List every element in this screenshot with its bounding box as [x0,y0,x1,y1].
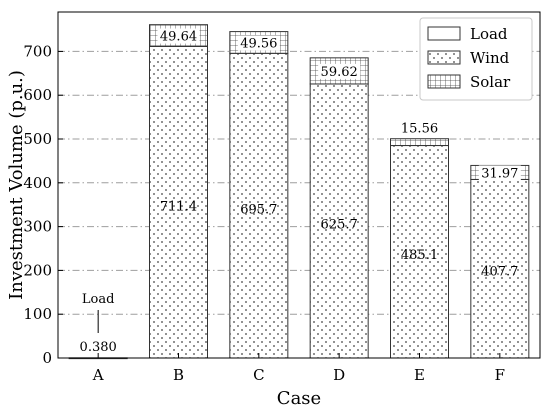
wind-value-label: 695.7 [240,203,277,218]
x-tick-label: E [414,366,425,384]
legend-label-load: Load [470,25,508,43]
x-tick-label: F [495,366,505,384]
solar-label-backdrop [237,35,280,51]
x-axis-title: Case [277,388,321,409]
load-annotation-label: Load [82,292,115,307]
solar-value-label: 15.56 [401,122,438,137]
solar-value-label: 49.56 [240,36,277,51]
y-tick-label: 400 [23,174,52,192]
bar-solar-e [390,138,449,147]
solar-value-label: 49.64 [160,30,197,45]
legend-label-solar: Solar [470,73,511,91]
legend-swatch-wind [427,50,461,65]
legend-label-wind: Wind [470,49,510,67]
bar-wind-b [149,45,208,359]
x-tick-label: A [92,366,104,384]
y-tick-label: 500 [23,130,52,148]
bar-wind-c [229,52,289,359]
solar-label-backdrop [157,28,200,44]
x-tick-label: B [173,366,184,384]
legend-swatch-load [427,26,461,41]
wind-value-label: 625.7 [321,218,358,233]
wind-value-label: 485.1 [401,248,438,263]
y-tick-label: 700 [23,42,52,60]
solar-label-backdrop [478,165,521,181]
y-tick-label: 200 [23,261,52,279]
solar-value-label: 31.97 [481,166,518,181]
axes: Investment Volume (p.u.) Case 0 100 200 300… [6,11,541,409]
bar-wind-f [470,178,530,359]
plot-frame [57,11,541,359]
y-tick-label: 600 [23,86,52,104]
solar-value-label: 59.62 [321,65,358,80]
solar-label-backdrop [318,63,361,79]
x-tick-label: D [333,366,345,384]
wind-value-label: 407.7 [481,265,518,280]
data-labels: 711.4 49.64 695.7 49.56 625.7 59.62 485.1 15.56… [80,28,521,355]
bar-wind-e [390,145,449,359]
y-tick-label: 0 [42,349,52,367]
legend: Load Wind Solar [419,17,533,101]
wind-value-label: 711.4 [160,199,197,214]
load-value-label: 0.380 [80,340,117,355]
y-axis-title: Investment Volume (p.u.) [6,70,27,300]
y-tick-label: 100 [23,305,52,323]
legend-swatch-solar [427,74,461,89]
x-tick-label: C [253,366,264,384]
y-tick-label: 300 [23,218,52,236]
